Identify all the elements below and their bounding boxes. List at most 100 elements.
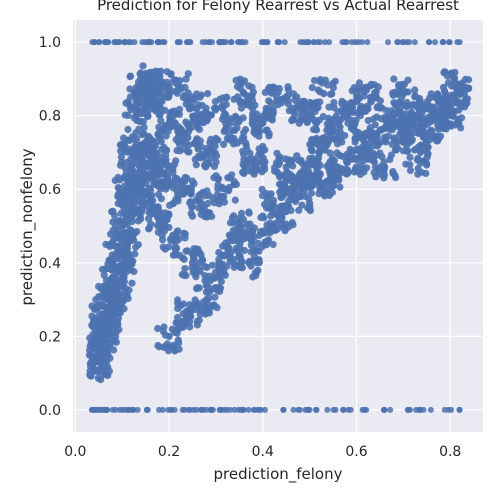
data-point [207, 135, 215, 143]
data-point [287, 157, 295, 165]
data-point [192, 161, 200, 169]
data-point [417, 406, 424, 413]
data-point [226, 251, 234, 259]
data-point [456, 39, 463, 46]
data-point [206, 277, 214, 285]
data-point [116, 189, 124, 198]
data-point [390, 99, 398, 107]
data-point [262, 104, 270, 112]
data-point [387, 406, 394, 413]
data-point [136, 212, 144, 220]
data-point [269, 208, 277, 216]
data-point [253, 259, 261, 267]
data-point [316, 186, 324, 194]
data-point [240, 406, 247, 413]
y-tick-label: 0.4 [39, 256, 61, 272]
data-point [212, 273, 220, 282]
data-point [97, 376, 105, 384]
data-point [345, 406, 352, 413]
data-point [253, 268, 261, 276]
data-point [101, 368, 109, 376]
data-point [174, 137, 182, 146]
data-point [183, 96, 191, 104]
data-point [142, 81, 150, 89]
data-point [87, 372, 95, 380]
data-point [362, 129, 370, 137]
data-point [119, 134, 128, 142]
y-tick-label: 1.0 [39, 35, 61, 51]
data-point [104, 325, 112, 333]
data-point [118, 196, 126, 205]
data-point [210, 174, 218, 182]
data-point [188, 212, 197, 220]
data-point [147, 220, 155, 228]
data-point [445, 96, 453, 105]
data-point [133, 172, 141, 181]
data-point [239, 160, 247, 168]
data-point [326, 119, 334, 127]
data-point [90, 365, 98, 374]
data-point [309, 178, 317, 186]
data-point [127, 191, 135, 199]
data-point [219, 193, 227, 202]
x-tick-labels: 0.0 0.2 0.4 0.6 0.8 [64, 444, 461, 460]
data-point [126, 39, 133, 46]
data-point [392, 146, 400, 154]
data-point [297, 39, 304, 46]
data-point [182, 247, 190, 255]
data-point [431, 113, 439, 121]
data-point [167, 70, 175, 78]
data-point [314, 86, 322, 94]
data-point [291, 96, 299, 104]
data-point [163, 146, 171, 154]
data-point [289, 221, 297, 229]
data-point [372, 132, 380, 140]
data-point [188, 259, 197, 267]
data-point [222, 125, 230, 133]
chart-title: Prediction for Felony Rearrest vs Actual… [97, 0, 459, 14]
data-point [138, 108, 146, 116]
data-point [231, 126, 239, 134]
data-point [324, 190, 332, 198]
data-point [343, 39, 350, 46]
data-point [169, 231, 177, 239]
data-point [181, 265, 189, 273]
data-point [113, 226, 121, 234]
data-point [238, 79, 246, 87]
data-point [451, 82, 459, 90]
data-point [224, 174, 232, 182]
data-point [218, 270, 226, 278]
data-point [290, 406, 297, 413]
data-point [126, 85, 134, 93]
data-point [110, 297, 118, 305]
data-point [153, 137, 161, 145]
data-point [371, 89, 379, 97]
data-point [122, 99, 130, 107]
data-point [144, 406, 151, 413]
data-point [391, 171, 399, 179]
data-point [305, 39, 312, 46]
data-point [185, 148, 193, 156]
data-point [197, 143, 205, 151]
data-point [248, 83, 256, 91]
data-point [292, 104, 300, 112]
data-point [440, 110, 448, 118]
data-point [113, 308, 121, 316]
data-point [440, 39, 447, 46]
data-point [113, 288, 122, 296]
data-point [265, 130, 273, 138]
data-point [352, 156, 361, 164]
data-point [258, 192, 267, 200]
data-point [104, 296, 112, 304]
data-point [217, 39, 224, 46]
data-point [257, 213, 265, 222]
data-point [173, 319, 181, 327]
data-point [102, 283, 110, 291]
data-point [190, 245, 198, 253]
data-point [322, 39, 328, 46]
data-point [109, 207, 117, 215]
data-point [320, 90, 328, 98]
data-point [95, 358, 103, 366]
data-point [465, 76, 473, 84]
